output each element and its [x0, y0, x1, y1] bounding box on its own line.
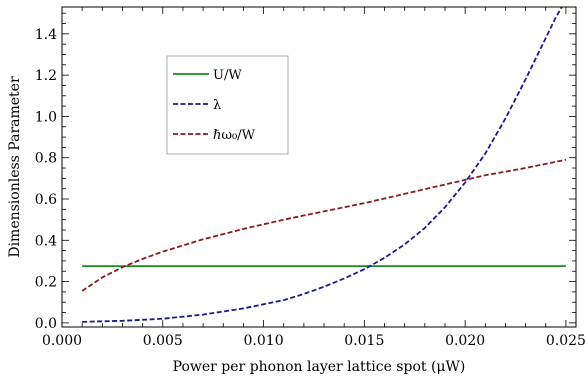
x-tick-label: 0.010	[244, 333, 284, 349]
y-tick-label: 0.6	[35, 192, 57, 208]
y-tick-label: 1.0	[35, 109, 57, 125]
legend: U/W λ ℏω₀/W	[166, 55, 289, 155]
x-tick-label: 0.005	[143, 333, 183, 349]
y-tick-label: 0.0	[35, 316, 57, 332]
x-tick-label: 0.015	[344, 333, 384, 349]
x-tick-label: 0.020	[445, 333, 485, 349]
axes: 0.000 0.005 0.010 0.015 0.020 0.025 0.0 0.2 0.4 0…	[35, 6, 586, 349]
plot-area	[81, 7, 567, 323]
series-line-2	[81, 158, 567, 292]
x-tick-label: 0.025	[546, 333, 586, 349]
y-tick-label: 1.4	[35, 27, 57, 43]
y-axis-label: Dimensionless Parameter	[7, 76, 23, 258]
legend-label-1: λ	[213, 98, 221, 113]
legend-label-0: U/W	[213, 68, 242, 83]
legend-box	[166, 55, 289, 155]
x-tick-label: 0.000	[42, 333, 82, 349]
legend-label-2: ℏω₀/W	[213, 128, 256, 143]
y-tick-label: 0.8	[35, 151, 57, 167]
y-tick-label: 0.2	[35, 275, 57, 291]
y-tick-label: 1.2	[35, 68, 57, 84]
plot-frame	[61, 6, 577, 328]
x-axis-label: Power per phonon layer lattice spot (μW)	[173, 359, 466, 375]
series-line-1	[82, 7, 563, 323]
y-tick-label: 0.4	[35, 233, 57, 249]
